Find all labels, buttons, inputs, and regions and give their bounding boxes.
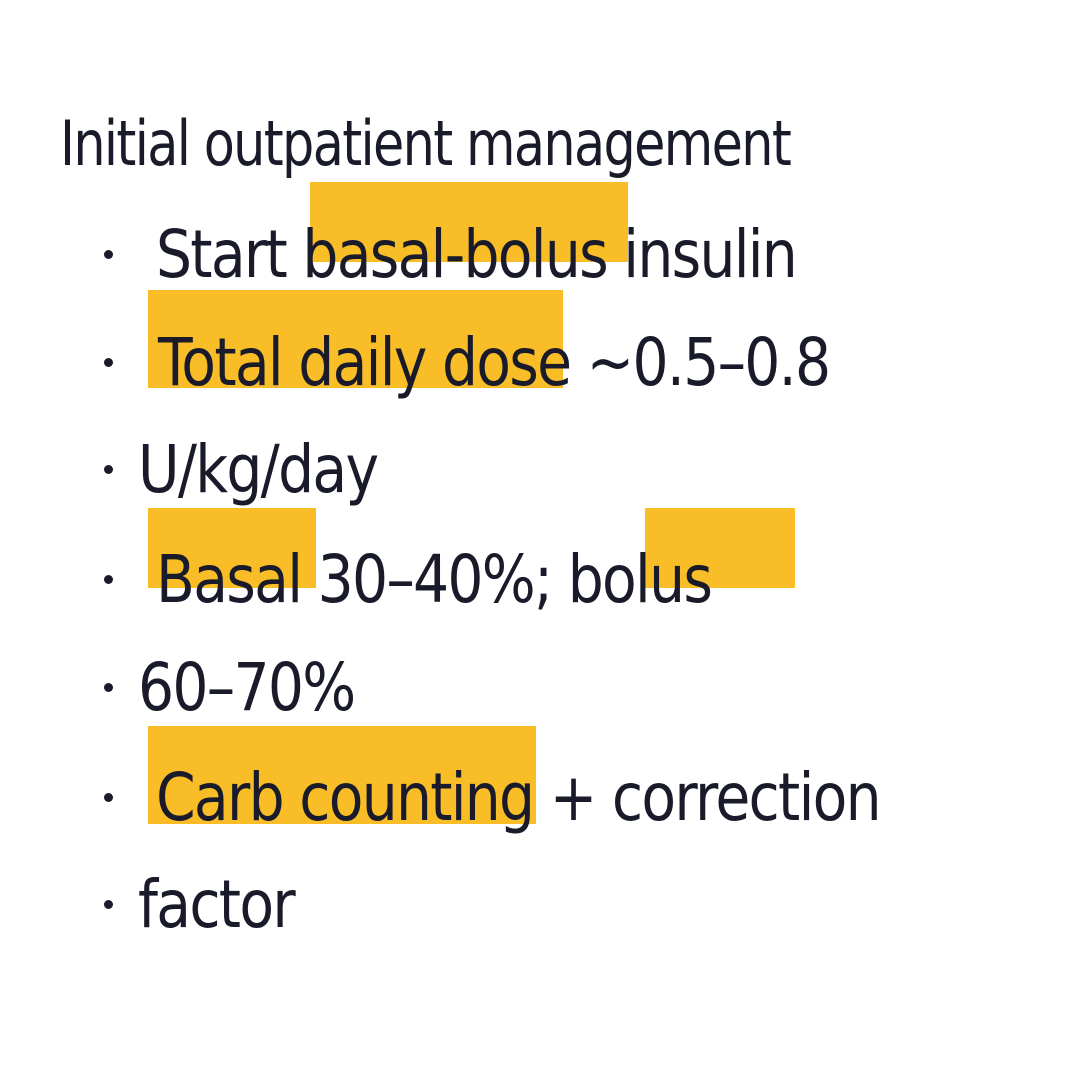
bullet-item: Start basal-bolus insulin [156,210,798,300]
bullet-text: ~0.5–0.8 [570,324,831,401]
bullet-item: 60–70% [138,643,356,733]
highlight-bolus [645,508,795,588]
highlighted-term: Total daily dose [158,324,572,401]
bullet-dot [104,575,113,584]
bullet-text: + correction [533,759,882,836]
bullet-dot [104,465,113,474]
bullet-text: 30–40%; [301,541,568,618]
bullet-item: Carb counting + correction [156,753,882,843]
highlighted-term: Basal [156,541,303,618]
bullet-dot [104,793,113,802]
bullet-item: Total daily dose ~0.5–0.8 [158,318,831,408]
bullet-dot [104,900,113,909]
highlight-carb-counting [148,726,536,824]
bullet-item: factor [138,860,296,950]
bullet-text: factor [138,866,296,943]
bullet-item: Basal 30–40%; bolus [156,535,713,625]
highlight-total-daily-dose [148,290,563,388]
highlight-basal-bolus [310,182,628,262]
bullet-text: U/kg/day [138,431,379,508]
highlighted-term: Carb counting [156,759,535,836]
note-title: Initial outpatient management [60,107,792,180]
bullet-item: U/kg/day [138,425,379,515]
bullet-dot [104,358,113,367]
highlight-basal [148,508,316,588]
bullet-text: Start [156,216,303,293]
bullet-dot [104,250,113,259]
bullet-dot [104,683,113,692]
highlighted-term: basal-bolus [302,216,608,293]
bullet-text: 60–70% [138,649,356,726]
bullet-text: insulin [606,216,797,293]
highlighted-term: bolus [567,541,713,618]
